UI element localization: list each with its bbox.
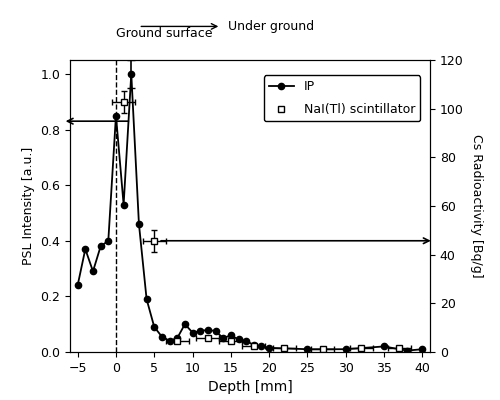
Y-axis label: PSL Intensity [a.u.]: PSL Intensity [a.u.] xyxy=(22,147,35,265)
Text: Under ground: Under ground xyxy=(228,20,314,33)
Y-axis label: Cs Radioactivity [Bq/g]: Cs Radioactivity [Bq/g] xyxy=(470,134,483,278)
Legend: IP, NaI(Tl) scintillator: IP, NaI(Tl) scintillator xyxy=(264,75,420,121)
Text: Ground surface: Ground surface xyxy=(116,26,212,40)
X-axis label: Depth [mm]: Depth [mm] xyxy=(208,380,292,394)
